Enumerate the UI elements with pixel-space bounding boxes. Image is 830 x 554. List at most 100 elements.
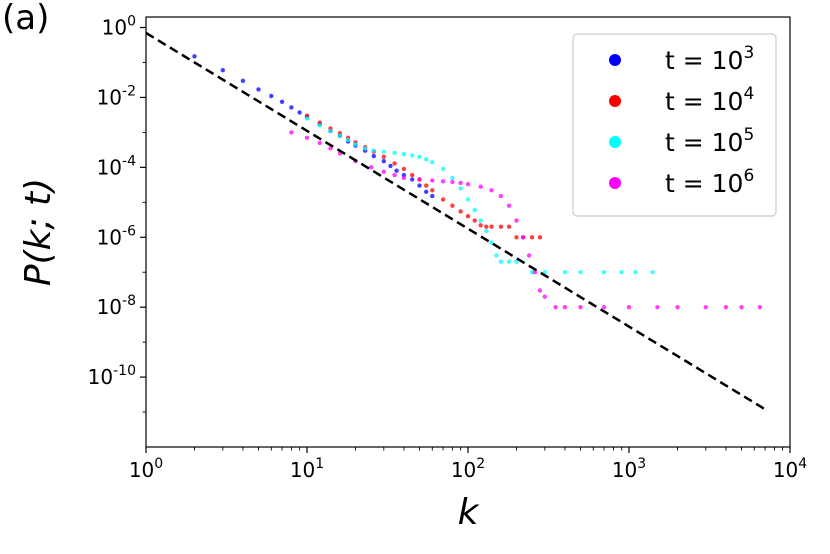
legend-item: t = 103 (609, 43, 754, 75)
data-point (478, 223, 483, 228)
data-point (484, 224, 489, 229)
data-point (484, 228, 489, 234)
data-point (368, 165, 374, 170)
data-point (269, 93, 274, 99)
data-point (304, 116, 310, 121)
data-point (328, 128, 333, 134)
data-point (440, 166, 446, 172)
data-point (371, 148, 376, 153)
data-point (757, 305, 763, 310)
legend-marker (609, 54, 621, 66)
y-axis-label: P(k; t) (18, 178, 59, 286)
x-tick-label: 101 (290, 456, 324, 482)
data-point (633, 270, 638, 275)
data-point (578, 270, 583, 275)
legend-marker (609, 136, 621, 148)
y-tick-label: 10-4 (97, 153, 137, 179)
data-point (401, 175, 407, 181)
data-point (465, 182, 471, 187)
data-point (578, 305, 583, 310)
series-t-10-3 (192, 54, 435, 199)
legend-box (572, 33, 777, 217)
data-point (317, 123, 322, 128)
data-point (450, 179, 455, 185)
legend-label: t = 103 (665, 43, 754, 75)
x-tick-label: 103 (612, 456, 646, 482)
data-point (424, 189, 429, 194)
data-point (240, 78, 246, 84)
data-point (410, 153, 415, 158)
y-tick-label: 10-6 (97, 223, 137, 249)
data-point (489, 188, 494, 193)
data-point (601, 305, 607, 310)
data-point (417, 183, 422, 188)
data-point (458, 180, 463, 186)
data-point (381, 149, 386, 154)
data-point (279, 99, 285, 105)
data-point (506, 224, 512, 229)
x-tick-label: 102 (451, 456, 485, 482)
y-tick-label: 10-10 (88, 363, 136, 389)
data-point (381, 159, 386, 164)
data-point (345, 137, 351, 143)
data-point (410, 177, 415, 182)
data-point (514, 235, 519, 240)
y-tick-label: 10-2 (97, 83, 136, 109)
data-point (520, 235, 526, 240)
legend: t = 103 t = 104 t = 105 t = 106 (572, 33, 777, 217)
data-point (430, 193, 435, 199)
data-point (353, 142, 358, 147)
data-point (542, 294, 547, 299)
series-t-10-6 (289, 130, 763, 310)
data-point (529, 235, 535, 240)
legend-item: t = 105 (609, 125, 754, 157)
data-point (394, 168, 399, 173)
data-point (417, 177, 422, 182)
data-point (465, 197, 471, 202)
legend-label: t = 104 (665, 84, 754, 116)
x-tick-label: 104 (773, 456, 807, 482)
x-axis-label: k (458, 492, 481, 533)
data-point (494, 253, 499, 258)
x-tick-label: 100 (129, 456, 163, 482)
legend-item: t = 104 (609, 84, 754, 116)
data-point (450, 175, 455, 181)
data-point (498, 224, 504, 229)
data-point (381, 169, 386, 174)
data-point (304, 135, 310, 140)
data-point (506, 203, 512, 208)
data-point (675, 305, 680, 310)
legend-label: t = 105 (665, 125, 754, 157)
data-point (256, 87, 261, 92)
data-point (472, 207, 477, 213)
data-point (392, 150, 397, 155)
data-point (424, 157, 429, 162)
y-tick-label: 100 (102, 14, 136, 40)
legend-marker (609, 95, 621, 107)
data-point (562, 270, 568, 275)
y-tick-label: 10-8 (97, 293, 136, 319)
data-point (458, 209, 463, 214)
data-point (562, 305, 568, 310)
data-point (424, 183, 429, 188)
series-layer (192, 54, 763, 310)
data-point (650, 270, 655, 275)
data-point (601, 270, 607, 275)
data-point (401, 151, 407, 157)
panel-label: (a) (2, 0, 50, 38)
data-point (430, 178, 435, 183)
data-point (537, 235, 543, 240)
data-point (723, 305, 729, 310)
series-t-10-4 (304, 113, 543, 240)
data-point (417, 154, 422, 159)
data-point (514, 259, 519, 264)
data-point (498, 259, 504, 264)
data-point (430, 160, 435, 165)
legend-item: t = 106 (609, 166, 754, 198)
data-point (410, 172, 415, 178)
data-point (440, 197, 446, 202)
data-point (392, 172, 397, 178)
data-point (392, 161, 397, 166)
data-point (478, 218, 483, 223)
